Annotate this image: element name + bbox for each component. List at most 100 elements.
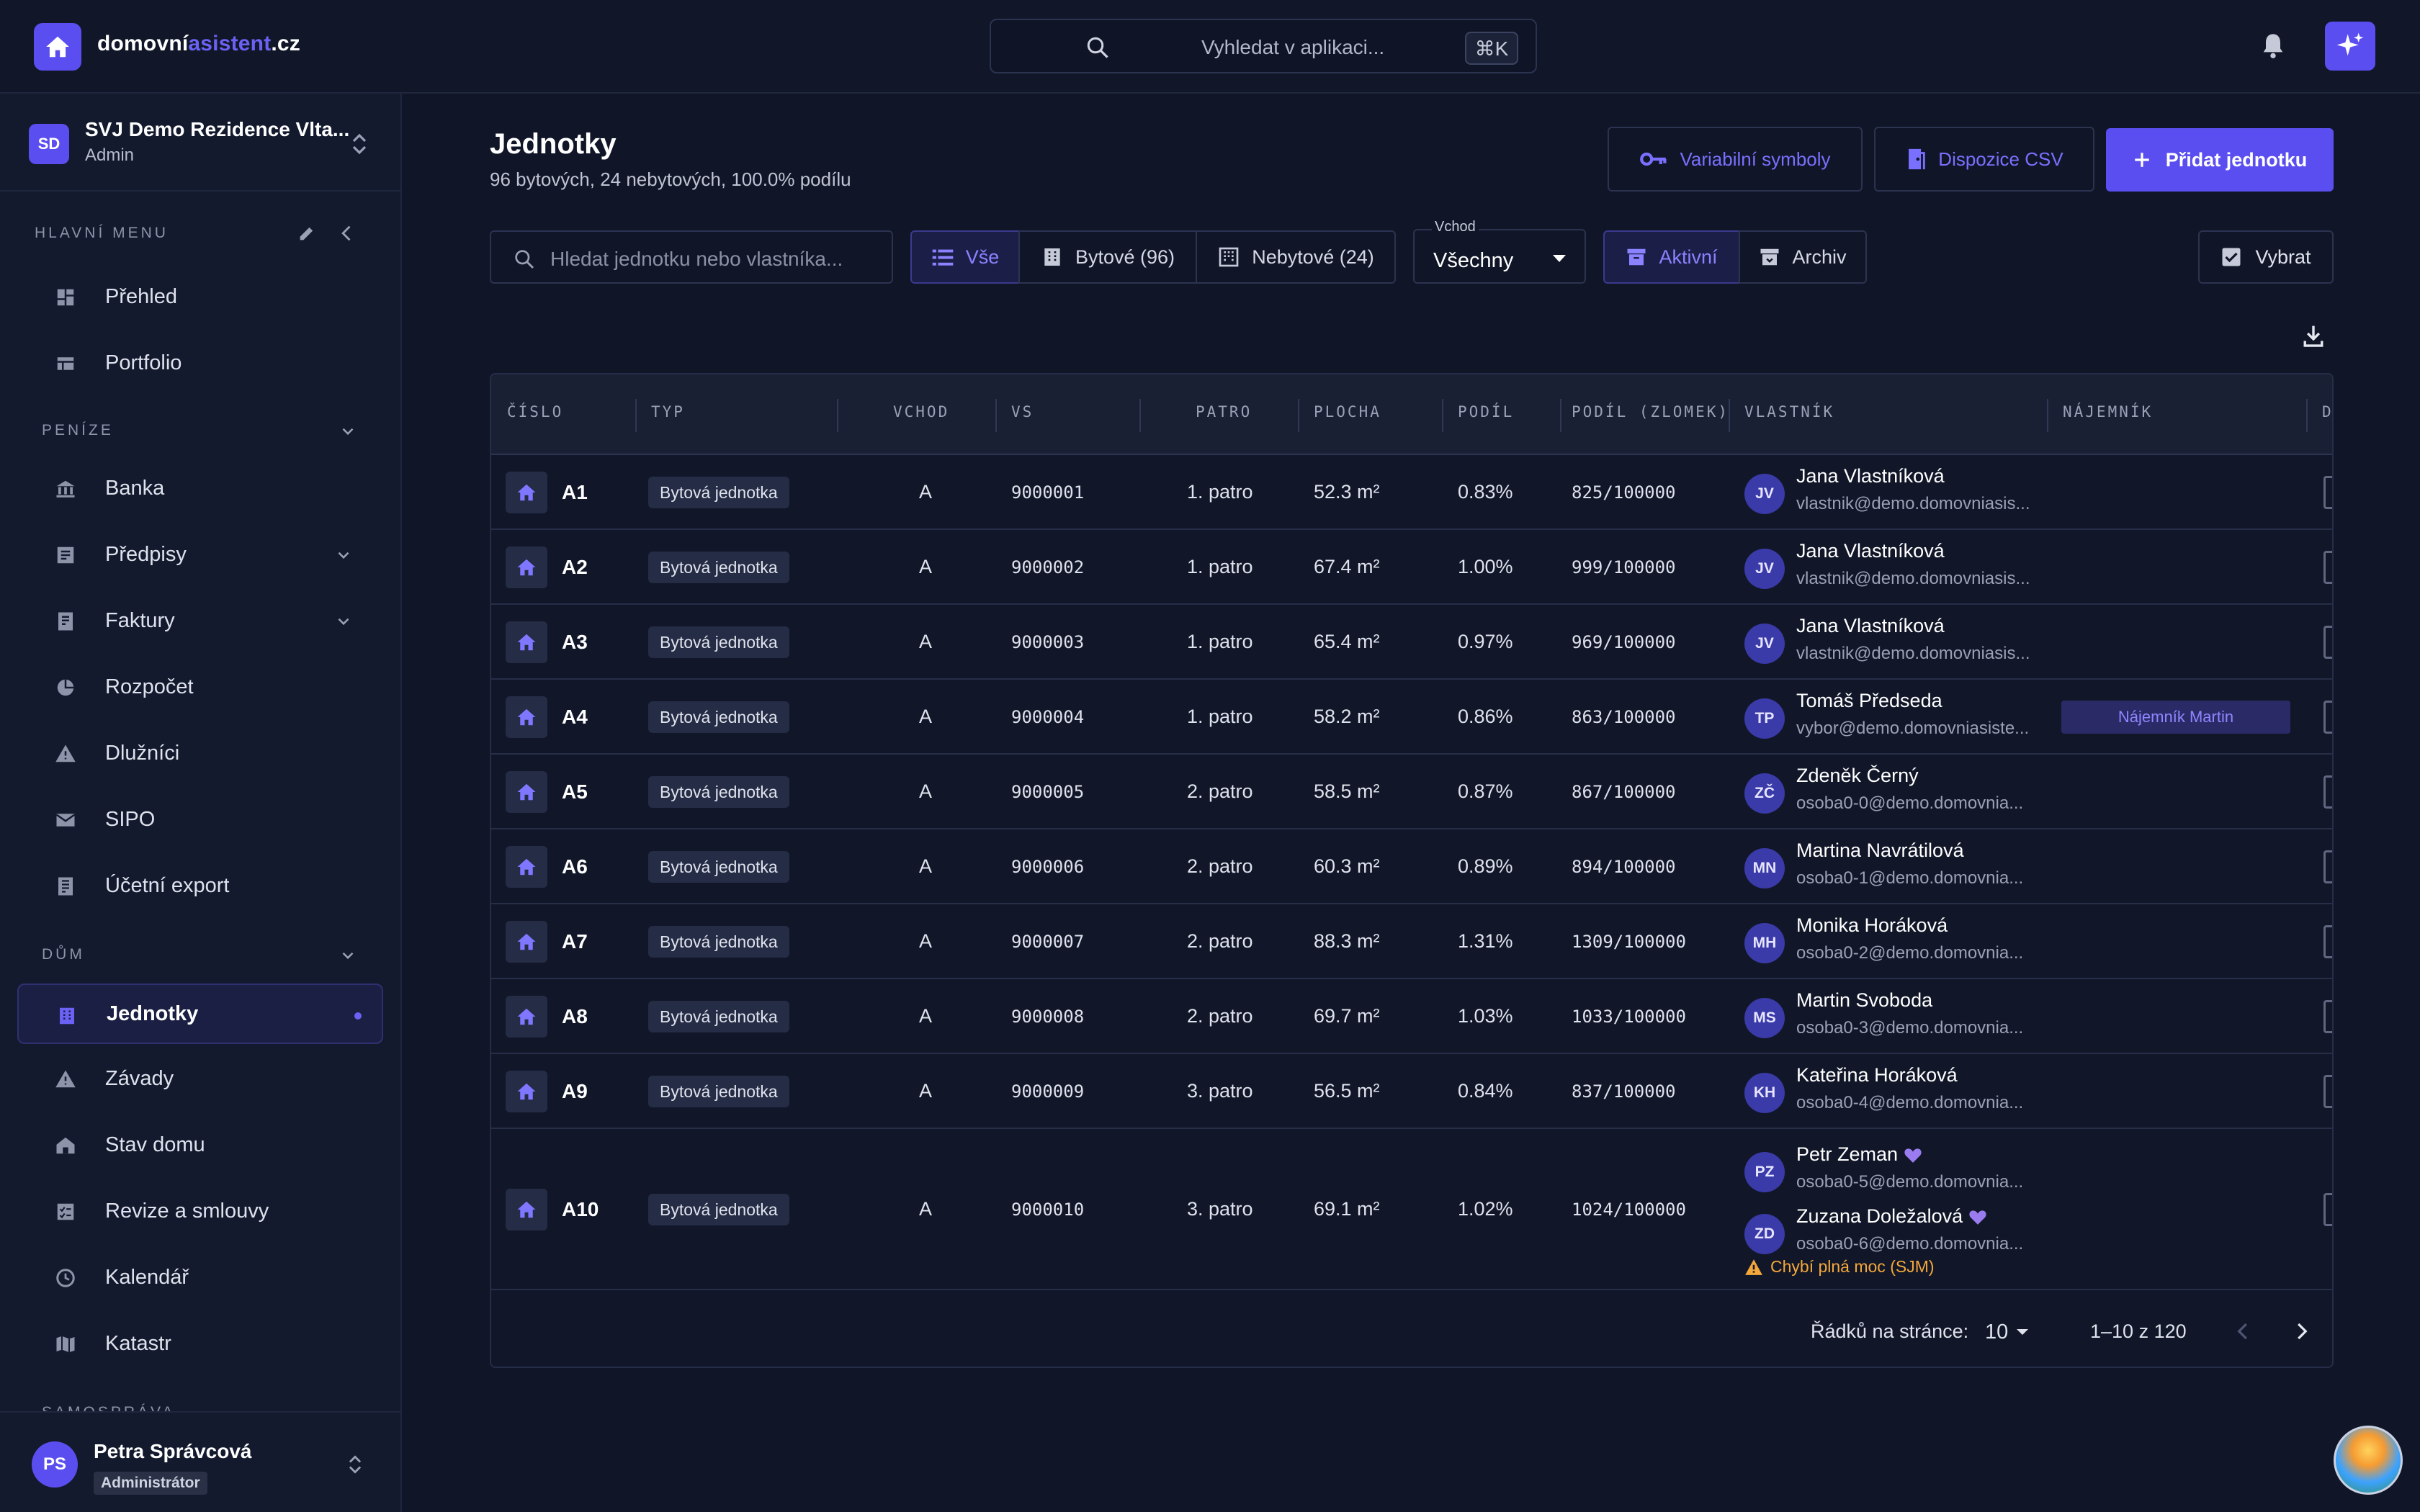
user-menu[interactable]: PS Petra Správcová Administrátor <box>0 1411 400 1512</box>
unit-number[interactable]: A7 <box>562 930 588 953</box>
column-header-podil-zlomek[interactable]: PODÍL (ZLOMEK) <box>1572 403 1730 420</box>
sidebar-item-dluznici[interactable]: Dlužníci <box>17 723 383 783</box>
chevron-down-icon[interactable] <box>339 422 357 441</box>
sidebar-item-banka[interactable]: Banka <box>17 458 383 518</box>
row-checkbox[interactable] <box>2323 626 2332 659</box>
entrance-select[interactable]: Všechny <box>1413 229 1586 284</box>
assistant-avatar-button[interactable] <box>2334 1426 2403 1495</box>
ai-assistant-button[interactable] <box>2325 22 2375 71</box>
variable-symbols-button[interactable]: Variabilní symboly <box>1608 127 1863 192</box>
table-row[interactable]: A5 Bytová jednotka A 9000005 2. patro 58.5 m²… <box>491 755 2332 829</box>
column-header-vchod[interactable]: VCHOD <box>893 403 950 420</box>
unit-number[interactable]: A2 <box>562 556 588 578</box>
table-row[interactable]: A1 Bytová jednotka A 9000001 1. patro 52.3 m²… <box>491 455 2332 530</box>
row-checkbox[interactable] <box>2323 1075 2332 1108</box>
table-pagination: Řádků na stránce: 10 1–10 z 120 <box>491 1295 2332 1367</box>
row-checkbox[interactable] <box>2323 551 2332 584</box>
owner-name[interactable]: Zuzana Doležalová <box>1796 1205 1987 1228</box>
table-row[interactable]: A10 Bytová jednotka A 9000010 3. patro 69.1 m… <box>491 1129 2332 1290</box>
caret-down-icon[interactable] <box>2015 1328 2030 1336</box>
download-icon[interactable] <box>2302 324 2325 348</box>
column-header-typ[interactable]: TYP <box>651 403 685 420</box>
column-header-patro[interactable]: PATRO <box>1196 403 1252 420</box>
row-checkbox[interactable] <box>2323 476 2332 509</box>
filter-residential-button[interactable]: Bytové (96) <box>1018 230 1197 284</box>
table-row[interactable]: A4 Bytová jednotka A 9000004 1. patro 58.2 m²… <box>491 680 2332 755</box>
row-checkbox[interactable] <box>2323 850 2332 883</box>
org-switcher[interactable]: SD SVJ Demo Rezidence Vlta... Admin <box>0 94 400 192</box>
bell-icon[interactable] <box>2259 30 2287 62</box>
table-row[interactable]: A7 Bytová jednotka A 9000007 2. patro 88.3 m²… <box>491 904 2332 979</box>
column-header-cislo[interactable]: ČÍSLO <box>507 403 564 420</box>
column-header-podil[interactable]: PODÍL <box>1458 403 1515 420</box>
add-unit-button[interactable]: Přidat jednotku <box>2106 128 2334 192</box>
tenant-badge[interactable]: Nájemník Martin <box>2061 701 2290 734</box>
sidebar-item-label: Účetní export <box>105 873 230 897</box>
unit-number[interactable]: A1 <box>562 481 588 503</box>
sidebar-item-faktury[interactable]: Faktury <box>17 590 383 651</box>
archive-icon <box>1760 248 1779 266</box>
unit-number[interactable]: A4 <box>562 706 588 728</box>
unit-number[interactable]: A8 <box>562 1005 588 1027</box>
owner-name[interactable]: Kateřina Horáková <box>1796 1064 1958 1086</box>
column-header-d[interactable]: D <box>2322 403 2334 420</box>
global-search[interactable]: Vyhledat v aplikaci... ⌘K <box>990 19 1537 73</box>
sidebar-item-stav-domu[interactable]: Stav domu <box>17 1115 383 1175</box>
home-logo-icon[interactable] <box>34 23 81 71</box>
row-checkbox[interactable] <box>2323 1000 2332 1033</box>
sidebar-item-zavady[interactable]: Závady <box>17 1048 383 1109</box>
row-checkbox[interactable] <box>2323 701 2332 734</box>
chevron-left-icon[interactable] <box>2233 1320 2254 1342</box>
sidebar-item-revize[interactable]: Revize a smlouvy <box>17 1181 383 1241</box>
filter-nonresidential-button[interactable]: Nebytové (24) <box>1196 230 1396 284</box>
owner-name[interactable]: Monika Horáková <box>1796 914 1948 936</box>
column-header-vlastnik[interactable]: VLASTNÍK <box>1744 403 1835 420</box>
collapse-sidebar-icon[interactable] <box>337 223 357 243</box>
table-row[interactable]: A8 Bytová jednotka A 9000008 2. patro 69.7 m²… <box>491 979 2332 1054</box>
owner-name[interactable]: Tomáš Předseda <box>1796 690 1942 711</box>
owner-name[interactable]: Jana Vlastníková <box>1796 540 1945 562</box>
select-mode-button[interactable]: Vybrat <box>2198 230 2334 284</box>
brand-logo-text[interactable]: domovníasistent.cz <box>97 32 301 55</box>
owner-name[interactable]: Martina Navrátilová <box>1796 840 1964 861</box>
filter-archive-button[interactable]: Archiv <box>1739 230 1867 284</box>
unit-number[interactable]: A10 <box>562 1198 599 1220</box>
table-row[interactable]: A2 Bytová jednotka A 9000002 1. patro 67.4 m²… <box>491 530 2332 605</box>
owner-name[interactable]: Jana Vlastníková <box>1796 465 1945 487</box>
table-row[interactable]: A9 Bytová jednotka A 9000009 3. patro 56.5 m²… <box>491 1054 2332 1129</box>
owner-name[interactable]: Petr Zeman <box>1796 1143 1922 1166</box>
edit-icon[interactable] <box>297 223 317 243</box>
chevron-right-icon[interactable] <box>2290 1320 2312 1342</box>
filter-active-button[interactable]: Aktivní <box>1603 230 1740 284</box>
unit-search-input[interactable]: Hledat jednotku nebo vlastníka... <box>490 230 893 284</box>
row-checkbox[interactable] <box>2323 1193 2332 1226</box>
sidebar-item-portfolio[interactable]: Portfolio <box>17 333 383 393</box>
row-checkbox[interactable] <box>2323 925 2332 958</box>
sidebar-item-predpisy[interactable]: Předpisy <box>17 524 383 585</box>
unit-number[interactable]: A5 <box>562 780 588 803</box>
row-checkbox[interactable] <box>2323 775 2332 809</box>
unit-number[interactable]: A6 <box>562 855 588 878</box>
owner-name[interactable]: Jana Vlastníková <box>1796 615 1945 636</box>
owner-name[interactable]: Martin Svoboda <box>1796 989 1933 1011</box>
csv-disposition-button[interactable]: Dispozice CSV <box>1874 127 2094 192</box>
chevron-down-icon[interactable] <box>339 946 357 965</box>
unit-number[interactable]: A3 <box>562 631 588 653</box>
table-row[interactable]: A3 Bytová jednotka A 9000003 1. patro 65.4 m²… <box>491 605 2332 680</box>
unit-number[interactable]: A9 <box>562 1080 588 1102</box>
sidebar-item-ucetni-export[interactable]: Účetní export <box>17 855 383 916</box>
column-header-najemnik[interactable]: NÁJEMNÍK <box>2063 403 2154 420</box>
column-header-plocha[interactable]: PLOCHA <box>1314 403 1381 420</box>
sidebar-item-prehled[interactable]: Přehled <box>17 266 383 327</box>
sidebar-item-rozpocet[interactable]: Rozpočet <box>17 657 383 717</box>
table-row[interactable]: A6 Bytová jednotka A 9000006 2. patro 60.3 m²… <box>491 829 2332 904</box>
cell-vs: 9000004 <box>1011 707 1085 727</box>
rows-per-page-select[interactable]: 10 <box>1985 1320 2009 1344</box>
filter-all-button[interactable]: Vše <box>910 230 1020 284</box>
sidebar-item-katastr[interactable]: Katastr <box>17 1313 383 1374</box>
sidebar-item-kalendar[interactable]: Kalendář <box>17 1247 383 1308</box>
owner-name[interactable]: Zdeněk Černý <box>1796 765 1919 786</box>
column-header-vs[interactable]: VS <box>1011 403 1034 420</box>
sidebar-item-sipo[interactable]: SIPO <box>17 789 383 850</box>
sidebar-item-jednotky[interactable]: Jednotky <box>17 984 383 1044</box>
